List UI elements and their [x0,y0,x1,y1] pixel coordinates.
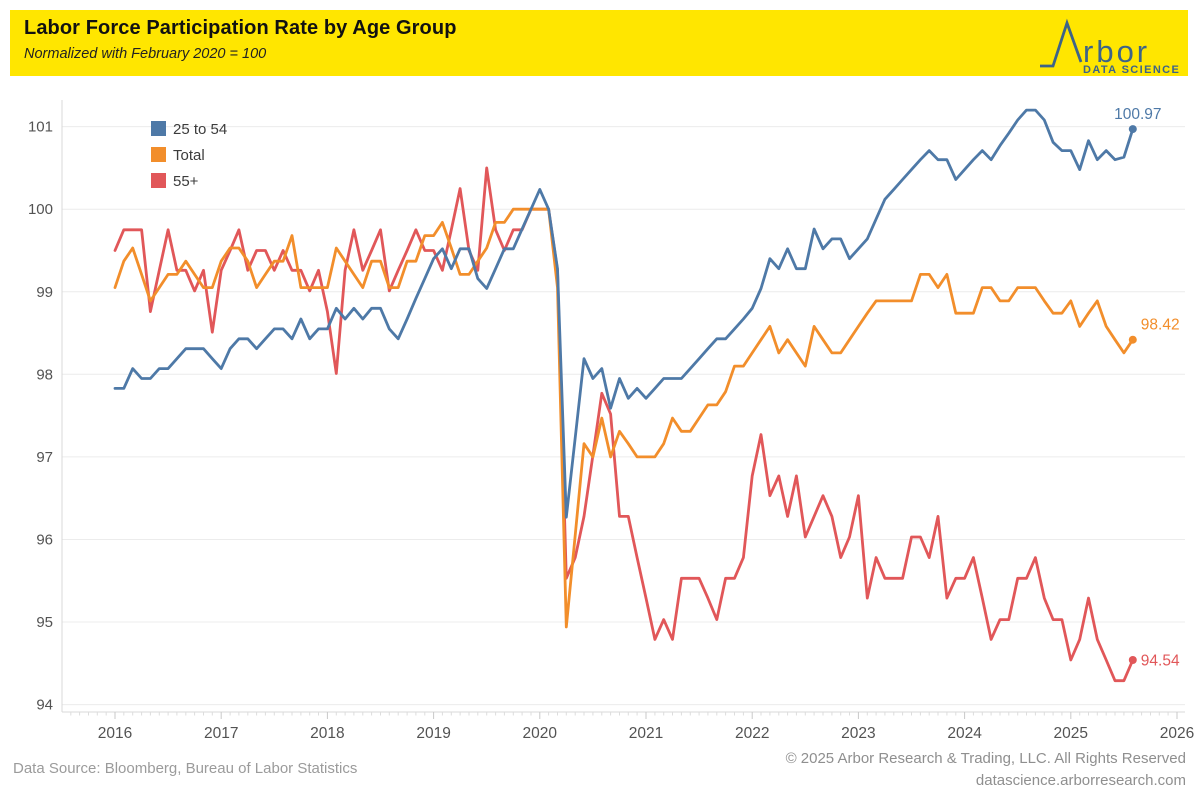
series-end-label: 100.97 [1114,106,1161,123]
logo-tagline-text: DATA SCIENCE [1083,64,1180,75]
x-year-label: 2019 [416,725,450,742]
y-tick-label: 95 [36,614,53,631]
copyright-text: © 2025 Arbor Research & Trading, LLC. Al… [785,750,1186,767]
page-subtitle: Normalized with February 2020 = 100 [24,46,267,62]
series-line-55+ [113,166,1135,683]
y-tick-label: 98 [36,366,53,383]
series-line-25-to-54 [113,108,1135,519]
logo-brand-text: rbor [1083,34,1150,69]
legend-swatch [151,173,166,188]
legend-label: Total [173,147,205,164]
x-year-label: 2020 [523,725,558,742]
legend-swatch [151,147,166,162]
arbor-logo: rbor DATA SCIENCE [1040,18,1180,75]
series-end-dot [1128,125,1137,134]
series-end-label: 98.42 [1141,317,1180,334]
y-tick-label: 96 [36,532,53,549]
copyright-block: © 2025 Arbor Research & Trading, LLC. Al… [786,748,1186,792]
page-title: Labor Force Participation Rate by Age Gr… [24,17,457,39]
y-tick-label: 94 [36,697,53,714]
header-banner: Labor Force Participation Rate by Age Gr… [10,10,1188,76]
x-year-label: 2021 [629,725,663,742]
logo-peak-icon [1040,18,1083,68]
legend-swatch [151,121,166,136]
y-tick-label: 99 [36,284,53,301]
x-year-label: 2016 [98,725,132,742]
website-text: datascience.arborresearch.com [975,772,1186,789]
y-tick-label: 97 [36,449,53,466]
series-end-dot [1128,335,1137,344]
y-tick-label: 101 [28,119,53,136]
data-source-note: Data Source: Bloomberg, Bureau of Labor … [13,760,358,777]
series-end-dot [1128,656,1137,664]
x-year-label: 2023 [841,725,875,742]
legend-label: 55+ [173,173,199,190]
x-year-label: 2026 [1160,725,1194,742]
legend-label: 25 to 54 [173,121,227,138]
series-line-total [113,207,1135,629]
series-end-label: 94.54 [1141,653,1180,670]
x-year-label: 2025 [1054,725,1088,742]
x-year-label: 2024 [947,725,982,742]
x-year-label: 2022 [735,725,769,742]
x-year-label: 2018 [310,725,344,742]
x-year-label: 2017 [204,725,238,742]
y-tick-label: 100 [28,201,53,218]
